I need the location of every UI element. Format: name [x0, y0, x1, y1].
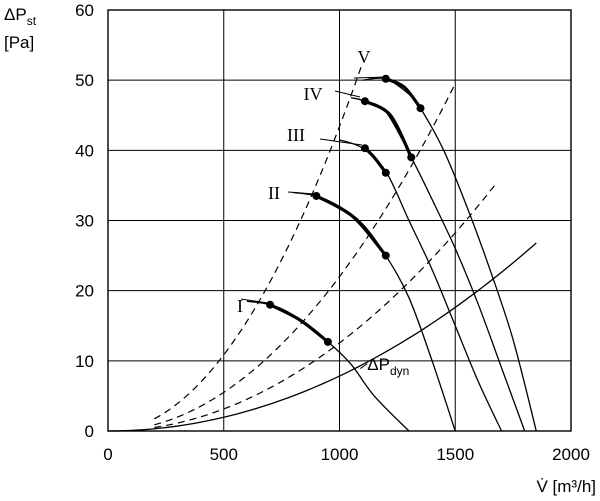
- curve-label-iv: IV: [304, 84, 323, 104]
- operating-segment-iii: [363, 147, 388, 174]
- operating-point: [360, 144, 369, 153]
- operating-point: [266, 300, 275, 309]
- system-curve: [154, 83, 456, 426]
- y-tick-label: 20: [75, 282, 94, 301]
- dynamic-pressure-leader: [360, 363, 368, 369]
- fan-curve-iii: [339, 139, 503, 432]
- curve-label-leader: [319, 138, 363, 146]
- x-tick-label: 1500: [436, 445, 474, 464]
- operating-point: [381, 168, 390, 177]
- x-tick-label: 1000: [321, 445, 359, 464]
- system-curves: [154, 62, 496, 429]
- curve-label-leader: [287, 191, 315, 195]
- x-tick-label: 500: [210, 445, 238, 464]
- dynamic-pressure-curve: ΔPdyn: [107, 242, 537, 432]
- curve-label-i: I: [237, 296, 243, 316]
- dynamic-pressure-label-sub: dyn: [390, 364, 409, 378]
- operating-point: [381, 74, 390, 83]
- y-tick-label: 50: [75, 71, 94, 90]
- operating-point: [416, 104, 425, 113]
- dynamic-pressure-line: [107, 242, 537, 432]
- operating-segment-i: [269, 303, 329, 344]
- curve-label-v: V: [358, 47, 371, 67]
- operating-segment-ii: [315, 194, 388, 257]
- operating-points: [266, 74, 425, 346]
- operating-segment-v: [385, 77, 422, 110]
- x-tick-label: 2000: [552, 445, 590, 464]
- operating-point: [312, 191, 321, 200]
- operating-point: [407, 153, 416, 162]
- curve-label-iii: III: [287, 125, 305, 145]
- curve-label-leader: [240, 298, 269, 304]
- curve-label-leader: [353, 76, 386, 79]
- fan-curve-iv: [350, 97, 526, 432]
- system-curve: [154, 185, 496, 429]
- curve-label-leader: [334, 90, 361, 98]
- x-axis-label: V̇ [m³/h]: [536, 477, 596, 496]
- y-axis-label-symbol: ΔPst: [4, 5, 37, 28]
- y-tick-label: 60: [75, 1, 94, 20]
- dynamic-pressure-label: ΔPdyn: [367, 355, 409, 378]
- tick-labels: 0 500 1000 1500 2000 0 10 20 30 40 50 60: [75, 1, 590, 464]
- y-tick-label: 30: [75, 212, 94, 231]
- dynamic-pressure-label-symbol: ΔP: [367, 355, 390, 374]
- y-tick-label: 10: [75, 352, 94, 371]
- operating-point: [323, 337, 332, 346]
- x-tick-label: 0: [103, 445, 112, 464]
- y-axis-label: ΔPst [Pa]: [4, 5, 37, 52]
- y-tick-label: 0: [85, 422, 94, 441]
- grid: [107, 9, 572, 432]
- operating-segments: [269, 77, 422, 344]
- y-tick-label: 40: [75, 141, 94, 160]
- operating-segment-iv: [364, 99, 413, 159]
- operating-point: [360, 97, 369, 106]
- operating-point: [381, 251, 390, 260]
- y-axis-label-unit: [Pa]: [4, 33, 34, 52]
- curve-label-ii: II: [268, 183, 280, 203]
- plot-frame: [107, 9, 572, 432]
